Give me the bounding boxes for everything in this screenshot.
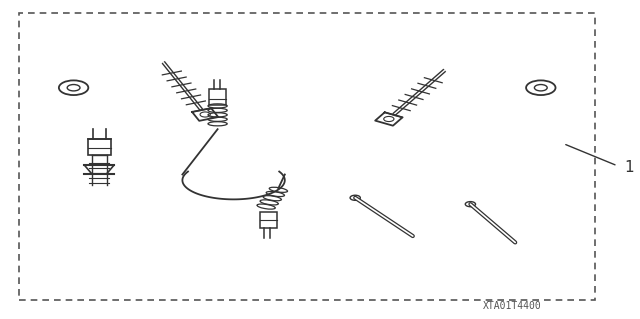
Text: 1: 1 [624, 160, 634, 175]
Text: XTA01T4400: XTA01T4400 [483, 301, 541, 311]
